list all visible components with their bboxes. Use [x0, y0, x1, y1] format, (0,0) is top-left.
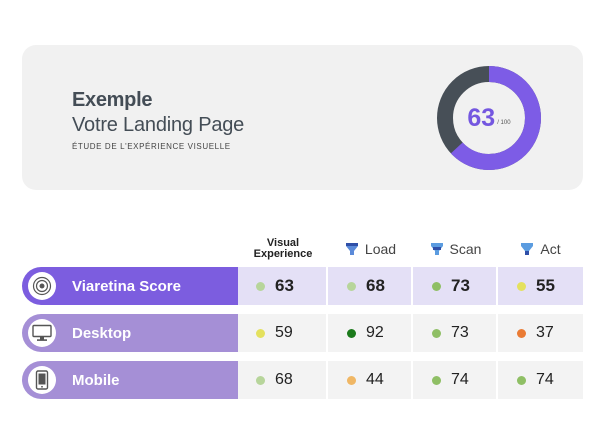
funnel-scan-icon: [430, 243, 443, 255]
mobile-phone-icon: [28, 366, 56, 394]
row-label-mobile: Mobile: [22, 361, 238, 399]
score-dot: [347, 328, 356, 338]
cell-act: 74: [498, 361, 583, 399]
cell-scan: 73: [413, 314, 498, 352]
table-row-mobile: Mobile 68 44 74 74: [22, 361, 583, 399]
cell-value: 55: [536, 276, 555, 295]
cell-value: 44: [366, 371, 384, 388]
score-dot: [517, 375, 526, 385]
eye-target-icon: [28, 272, 56, 300]
score-dot: [517, 328, 526, 338]
score-dot: [432, 375, 441, 385]
score-dot: [517, 281, 526, 291]
cell-value: 92: [366, 324, 384, 341]
summary-card: Exemple Votre Landing Page ÉTUDE DE L'EX…: [22, 45, 583, 190]
cell-value: 37: [536, 324, 554, 341]
cell-value: 68: [275, 371, 293, 388]
gauge-score-max: / 100: [497, 120, 511, 126]
column-header-load: Load: [328, 234, 413, 264]
funnel-act-icon: [521, 243, 534, 255]
column-header-visual-line1: Visual: [266, 237, 300, 249]
landing-page-subtitle: Votre Landing Page: [72, 114, 245, 136]
row-label-text: Viaretina Score: [72, 277, 181, 295]
cell-value: 59: [275, 324, 293, 341]
column-header-visual-line2: Experience: [253, 248, 313, 260]
score-gauge: 63 / 100: [436, 65, 542, 171]
score-dot: [256, 281, 265, 291]
cell-value: 73: [451, 276, 470, 295]
column-header-scan-label: Scan: [449, 241, 482, 257]
cell-load: 44: [328, 361, 413, 399]
cell-value: 68: [366, 276, 385, 295]
column-header-load-label: Load: [364, 241, 397, 257]
gauge-label: 63 / 100: [436, 65, 542, 171]
cell-value: 74: [451, 371, 469, 388]
cell-visual-experience: 68: [238, 361, 328, 399]
gauge-fill: [437, 66, 541, 170]
column-header-act: Act: [498, 234, 583, 264]
score-dot: [432, 281, 441, 291]
gauge-score-value: 63: [467, 103, 496, 132]
score-dot: [347, 375, 356, 385]
summary-text: Exemple Votre Landing Page ÉTUDE DE L'EX…: [72, 88, 244, 151]
row-label-text: Mobile: [72, 371, 120, 389]
cell-value: 74: [536, 371, 554, 388]
table-row-viaretina-score: Viaretina Score 63 68 73 55: [22, 267, 583, 305]
cell-load: 68: [328, 267, 413, 305]
row-label-text: Desktop: [72, 324, 132, 342]
desktop-monitor-icon: [28, 319, 56, 347]
cell-scan: 73: [413, 267, 498, 305]
funnel-load-icon: [345, 243, 358, 255]
example-title: Exemple: [72, 89, 153, 111]
score-dot: [432, 328, 441, 338]
cell-act: 37: [498, 314, 583, 352]
study-caption: ÉTUDE DE L'EXPÉRIENCE VISUELLE: [72, 142, 231, 151]
cell-load: 92: [328, 314, 413, 352]
cell-visual-experience: 63: [238, 267, 328, 305]
column-header-scan: Scan: [413, 234, 498, 264]
column-header-act-label: Act: [540, 241, 561, 257]
gauge-ring: [437, 66, 541, 170]
score-dot: [347, 281, 356, 291]
cell-scan: 74: [413, 361, 498, 399]
cell-value: 73: [451, 324, 469, 341]
table-row-desktop: Desktop 59 92 73 37: [22, 314, 583, 352]
score-dot: [256, 328, 265, 338]
row-label-viaretina-score: Viaretina Score: [22, 267, 238, 305]
score-dot: [256, 375, 265, 385]
row-label-desktop: Desktop: [22, 314, 238, 352]
cell-visual-experience: 59: [238, 314, 328, 352]
column-header-visual-experience: Visual Experience: [238, 234, 328, 264]
cell-value: 63: [275, 276, 294, 295]
cell-act: 55: [498, 267, 583, 305]
